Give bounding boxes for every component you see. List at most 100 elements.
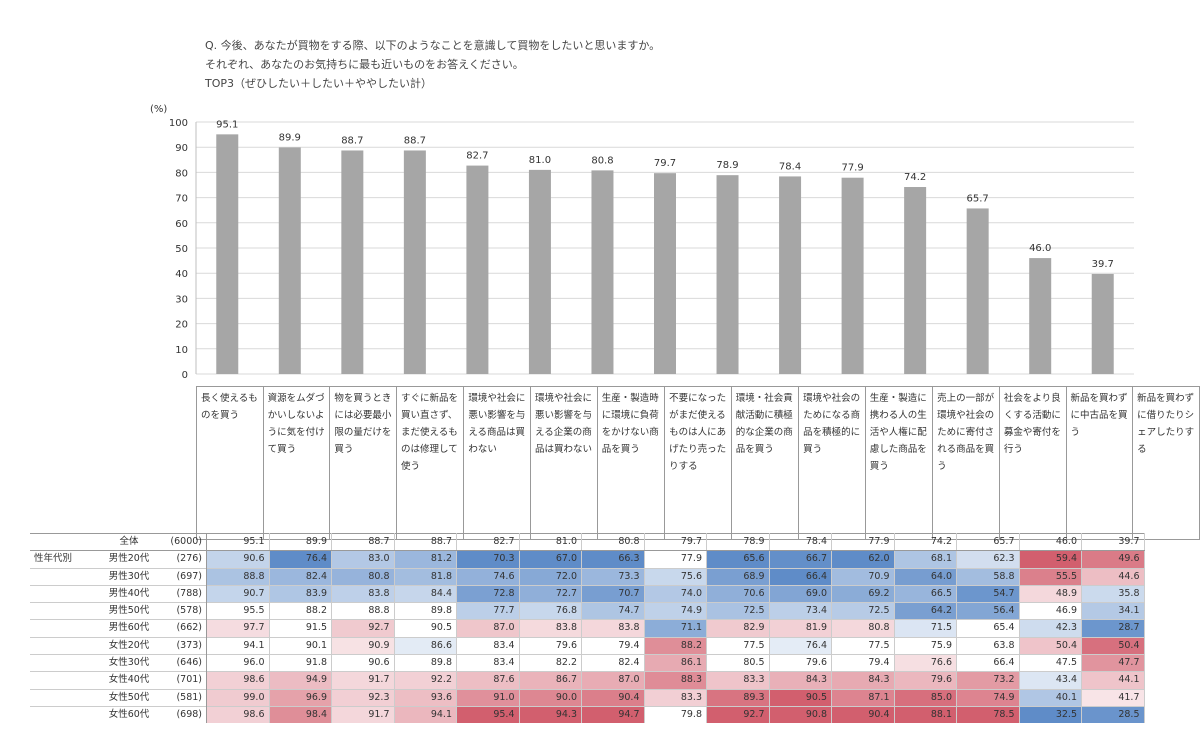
- table-cell: 90.1: [269, 636, 332, 655]
- table-cell: 65.4: [956, 619, 1020, 638]
- row-label: 全体: [94, 532, 164, 552]
- y-tick-label: 50: [175, 244, 188, 255]
- table-cell: 70.3: [456, 550, 520, 569]
- category-label: 不要になったがまだ使えるものは人にあげたり売ったりする: [664, 386, 732, 540]
- category-label: 長く使えるものを買う: [196, 386, 264, 540]
- table-cell: 83.9: [269, 584, 332, 603]
- y-tick-label: 70: [175, 194, 188, 205]
- table-cell: 83.4: [456, 636, 520, 655]
- sample-size: (276): [164, 550, 207, 569]
- table-cell: 90.7: [206, 584, 270, 603]
- table-cell: 69.0: [769, 584, 832, 603]
- table-cell: 83.0: [331, 550, 395, 569]
- table-cell: 91.7: [331, 705, 395, 724]
- sample-size: (662): [164, 619, 207, 638]
- bar-value-label: 79.7: [654, 158, 676, 169]
- table-cell: 78.9: [706, 532, 770, 552]
- sample-size: (6000): [164, 532, 207, 552]
- table-cell: 96.0: [206, 654, 270, 672]
- y-tick-label: 30: [175, 294, 188, 305]
- bar: [403, 150, 426, 374]
- table-cell: 47.7: [1081, 654, 1145, 672]
- category-label: 売上の一部が環境や社会のために寄付される商品を買う: [932, 386, 1000, 540]
- table-row: 女性50代 (581) 99.0 96.9 92.3 93.6 91.0 90.0 90.4 83…: [30, 688, 1145, 707]
- table-cell: 83.4: [456, 654, 520, 672]
- table-cell: 87.0: [581, 671, 645, 690]
- table-row: 男性60代 (662) 97.7 91.5 92.7 90.5 87.0 83.8 83.8 71…: [30, 619, 1145, 638]
- table-cell: 56.4: [956, 602, 1020, 620]
- table-cell: 91.8: [269, 654, 332, 672]
- bar: [904, 187, 927, 374]
- total-row: 全体 (6000) 95.1 89.9 88.7 88.7 82.7 81.0 80.8 79.7…: [30, 532, 1145, 552]
- table-cell: 42.3: [1019, 619, 1082, 638]
- table-cell: 95.1: [206, 532, 270, 552]
- table-cell: 85.0: [894, 688, 957, 707]
- table-cell: 83.8: [519, 619, 582, 638]
- table-cell: 98.6: [206, 671, 270, 690]
- table-cell: 78.4: [769, 532, 832, 552]
- row-label: 女性60代: [94, 705, 164, 724]
- table-cell: 95.5: [206, 602, 270, 620]
- table-cell: 72.8: [456, 584, 520, 603]
- table-cell: 70.6: [706, 584, 770, 603]
- table-cell: 92.3: [331, 688, 395, 707]
- table-cell: 72.0: [519, 567, 582, 586]
- table-cell: 86.1: [644, 654, 707, 672]
- table-cell: 95.4: [456, 705, 520, 724]
- bar-value-label: 65.7: [967, 193, 989, 204]
- table-cell: 82.2: [519, 654, 582, 672]
- table-cell: 81.0: [519, 532, 582, 552]
- table-cell: 81.2: [394, 550, 457, 569]
- table-cell: 83.3: [644, 688, 707, 707]
- row-label: 女性30代: [94, 654, 164, 672]
- category-label: 生産・製造に携わる人の生活や人権に配慮した商品を買う: [864, 386, 934, 540]
- y-tick-label: 0: [182, 370, 188, 381]
- table-cell: 74.2: [894, 532, 957, 552]
- table-cell: 79.7: [644, 532, 707, 552]
- table-cell: 98.6: [206, 705, 270, 724]
- table-cell: 63.8: [956, 636, 1020, 655]
- table-cell: 94.7: [581, 705, 645, 724]
- table-cell: 91.5: [269, 619, 332, 638]
- table-cell: 73.2: [956, 671, 1020, 690]
- table-cell: 34.1: [1081, 602, 1145, 620]
- table-cell: 93.6: [394, 688, 457, 707]
- table-cell: 46.9: [1019, 602, 1082, 620]
- table-cell: 79.4: [831, 654, 895, 672]
- bar: [528, 169, 551, 374]
- table-cell: 94.1: [206, 636, 270, 655]
- table-cell: 79.6: [519, 636, 582, 655]
- sample-size: (373): [164, 636, 207, 655]
- data-table: 全体 (6000) 95.1 89.9 88.7 88.7 82.7 81.0 80.8 79.7…: [30, 532, 1145, 724]
- table-cell: 32.5: [1019, 705, 1082, 724]
- category-label: 新品を買わずに借りたりシェアしたりする: [1132, 386, 1200, 540]
- table-cell: 74.0: [644, 584, 707, 603]
- table-cell: 40.1: [1019, 688, 1082, 707]
- table-cell: 98.4: [269, 705, 332, 724]
- sample-size: (701): [164, 671, 207, 690]
- table-cell: 28.7: [1081, 619, 1145, 638]
- table-cell: 71.1: [644, 619, 707, 638]
- bar: [779, 176, 802, 374]
- table-cell: 44.1: [1081, 671, 1145, 690]
- table-row: 女性30代 (646) 96.0 91.8 90.6 89.8 83.4 82.2 82.4 86…: [30, 654, 1145, 672]
- bar: [654, 173, 676, 374]
- table-row: 性年代別 男性20代 (276) 90.6 76.4 83.0 81.2 70.3 67.0 66…: [30, 550, 1145, 569]
- table-cell: 72.5: [831, 602, 895, 620]
- table-cell: 88.7: [394, 532, 457, 552]
- table-cell: 83.8: [581, 619, 645, 638]
- table-cell: 80.8: [831, 619, 895, 638]
- table-cell: 76.8: [519, 602, 582, 620]
- table-cell: 64.0: [894, 567, 957, 586]
- table-cell: 66.4: [956, 654, 1020, 672]
- table-cell: 70.9: [831, 567, 895, 586]
- table-cell: 46.0: [1019, 532, 1082, 552]
- table-cell: 75.6: [644, 567, 707, 586]
- table-cell: 55.5: [1019, 567, 1082, 586]
- instruction-text: それぞれ、あなたのお気持ちに最も近いものをお答えください。: [205, 58, 524, 71]
- table-cell: 48.9: [1019, 584, 1082, 603]
- y-tick-label: 60: [175, 219, 188, 230]
- table-cell: 50.4: [1019, 636, 1082, 655]
- table-cell: 41.7: [1081, 688, 1145, 707]
- table-cell: 90.6: [206, 550, 270, 569]
